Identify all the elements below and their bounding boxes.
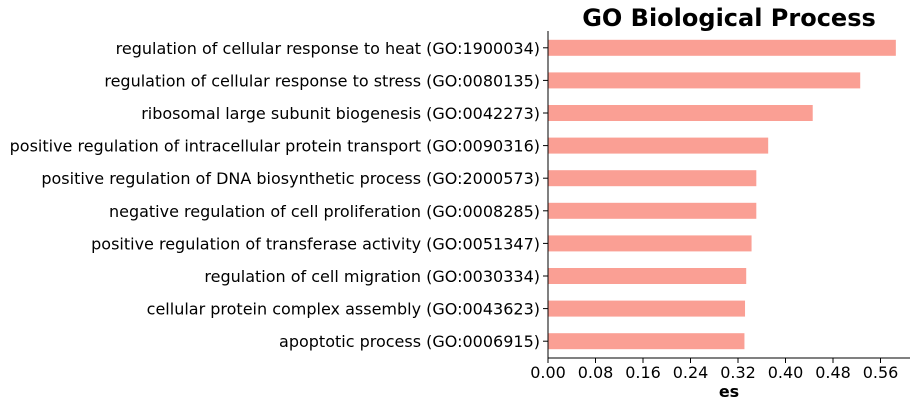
category-label: positive regulation of DNA biosynthetic … [41, 169, 540, 188]
bar-3 [548, 105, 813, 121]
x-axis-label: es [719, 382, 739, 401]
bar-9 [548, 300, 746, 317]
x-ticks: 0.00 0.08 0.16 0.24 0.32 0.40 0.48 0.56 [530, 358, 898, 382]
x-tick-label: 0.40 [768, 363, 804, 382]
bar-6 [548, 202, 757, 219]
category-label: apoptotic process (GO:0006915) [279, 332, 540, 351]
category-labels: regulation of cellular response to heat … [10, 39, 548, 351]
bar-8 [548, 268, 747, 284]
category-label: positive regulation of intracellular pro… [10, 137, 540, 156]
x-tick-label: 0.56 [863, 363, 899, 382]
category-label: negative regulation of cell proliferatio… [109, 202, 540, 221]
category-label: regulation of cellular response to stres… [104, 71, 540, 90]
x-tick-label: 0.48 [815, 363, 851, 382]
chart-title: GO Biological Process [582, 4, 876, 32]
bar-1 [548, 39, 896, 56]
category-label: positive regulation of transferase activ… [91, 234, 540, 253]
bar-4 [548, 137, 769, 154]
x-tick-label: 0.32 [720, 363, 756, 382]
x-tick-label: 0.24 [673, 363, 709, 382]
x-tick-label: 0.08 [578, 363, 614, 382]
bar-7 [548, 235, 752, 252]
x-tick-label: 0.16 [625, 363, 661, 382]
bar-2 [548, 72, 861, 89]
category-label: ribosomal large subunit biogenesis (GO:0… [141, 104, 540, 123]
x-tick-label: 0.00 [530, 363, 566, 382]
category-label: cellular protein complex assembly (GO:00… [147, 300, 540, 319]
bar-5 [548, 170, 757, 187]
bars-group [548, 39, 896, 350]
category-label: regulation of cell migration (GO:0030334… [204, 267, 540, 286]
category-label: regulation of cellular response to heat … [116, 39, 540, 58]
bar-10 [548, 333, 745, 350]
